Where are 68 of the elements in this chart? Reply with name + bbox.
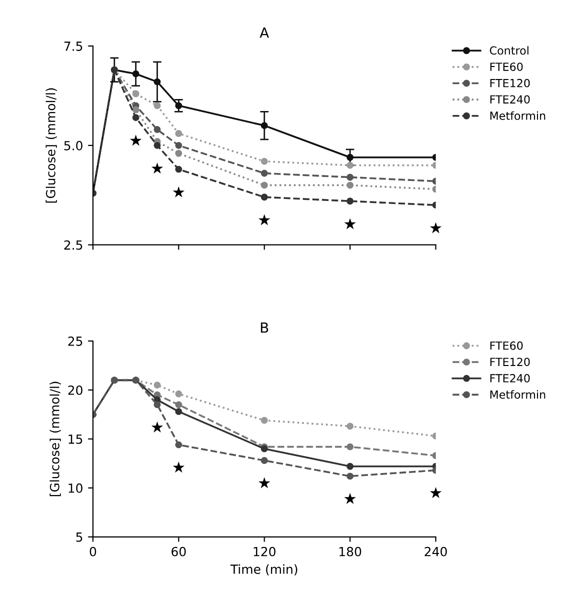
y-tick-label: 20	[68, 385, 82, 395]
point	[132, 114, 140, 122]
x-tick-label: 0	[90, 546, 96, 556]
legend-label: FTE240	[490, 374, 530, 382]
x-tick-label: 60	[172, 546, 186, 556]
y-tick-label: 10	[68, 483, 82, 493]
point	[175, 408, 182, 416]
legend-label: FTE60	[490, 62, 523, 71]
legend-label: Metformin	[490, 111, 546, 120]
legend-label: FTE240	[490, 95, 530, 104]
point	[260, 416, 268, 424]
annotation: ★	[344, 492, 356, 504]
point	[175, 441, 182, 448]
annotation: ★	[344, 218, 356, 230]
point	[175, 130, 182, 137]
point	[260, 457, 268, 464]
annotation: ★	[151, 162, 164, 174]
legend-label: Control	[490, 46, 528, 55]
legend-label: FTE120	[490, 78, 530, 88]
y-tick-label: 7.5	[64, 42, 82, 51]
chart-title: A	[260, 28, 269, 38]
x-tick-label: 120	[254, 546, 276, 556]
annotation: ★	[130, 134, 142, 146]
annotation: ★	[172, 462, 185, 473]
point	[132, 106, 140, 114]
legend-label: FTE60	[490, 341, 523, 350]
point	[346, 182, 354, 189]
point	[260, 194, 268, 201]
point	[175, 150, 182, 157]
y-axis-title: [Glucose] (mmol/l)	[50, 382, 61, 496]
y-tick-label: 25	[68, 336, 82, 346]
legend-label: FTE120	[490, 358, 530, 366]
point	[346, 198, 354, 205]
annotation: ★	[258, 477, 270, 488]
point	[346, 162, 354, 169]
y-tick-label: 5.0	[64, 140, 82, 150]
point	[346, 462, 354, 470]
annotation: ★	[430, 222, 442, 234]
y-tick-label: 5	[76, 532, 82, 542]
point	[260, 158, 268, 165]
point	[346, 422, 354, 430]
point	[175, 166, 182, 173]
point	[154, 126, 161, 133]
point	[132, 90, 140, 98]
annotation: ★	[172, 186, 185, 198]
annotation: ★	[430, 486, 442, 498]
legend-label: Metformin	[490, 390, 546, 399]
point	[154, 142, 161, 149]
y-tick-label: 15	[68, 434, 82, 444]
annotation: ★	[151, 421, 164, 432]
point	[154, 102, 161, 110]
point	[346, 472, 354, 480]
x-axis-title: Time (min)	[230, 564, 298, 576]
point	[346, 443, 354, 450]
x-tick-label: 240	[424, 546, 447, 556]
point	[175, 390, 182, 398]
point	[260, 182, 268, 189]
x-tick-label: 180	[339, 546, 362, 556]
chart-title: B	[260, 322, 268, 333]
point	[154, 401, 161, 408]
point	[154, 382, 161, 389]
annotation: ★	[258, 214, 270, 226]
y-tick-label: 2.5	[64, 240, 82, 250]
point	[175, 401, 182, 408]
point	[346, 174, 354, 181]
point	[260, 170, 268, 177]
point	[175, 142, 182, 149]
y-axis-title: [Glucose] (mmol/l)	[46, 88, 57, 203]
